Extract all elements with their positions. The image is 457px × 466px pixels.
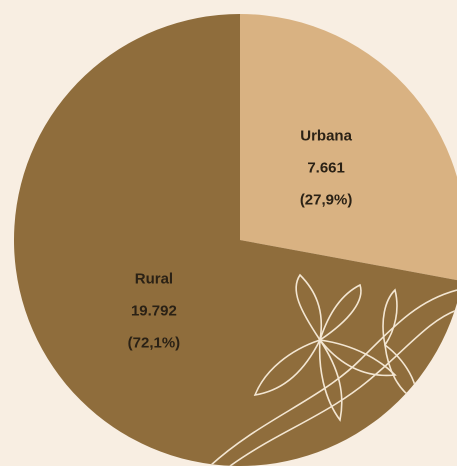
slice-label: Urbana: [300, 127, 352, 144]
value-label: 19.792: [131, 303, 177, 320]
value-label: 7.661: [307, 159, 345, 176]
slice-label: Rural: [135, 271, 173, 288]
petal: [253, 338, 322, 397]
decoration: [209, 273, 457, 466]
petal: [382, 288, 398, 348]
slice: [240, 14, 457, 281]
petal: [318, 337, 343, 422]
percentage-label: (27,9%): [300, 191, 353, 208]
percentage-label: (72,1%): [128, 335, 181, 352]
slice: [14, 14, 457, 466]
labels: Urbana 7.661 (27,9%) Rural 19.792 (72,1%): [128, 127, 353, 351]
pie: [14, 14, 457, 466]
petal: [318, 338, 397, 377]
branch: [229, 309, 457, 466]
branch: [209, 289, 457, 466]
petal: [318, 283, 362, 342]
petal: [295, 273, 323, 343]
